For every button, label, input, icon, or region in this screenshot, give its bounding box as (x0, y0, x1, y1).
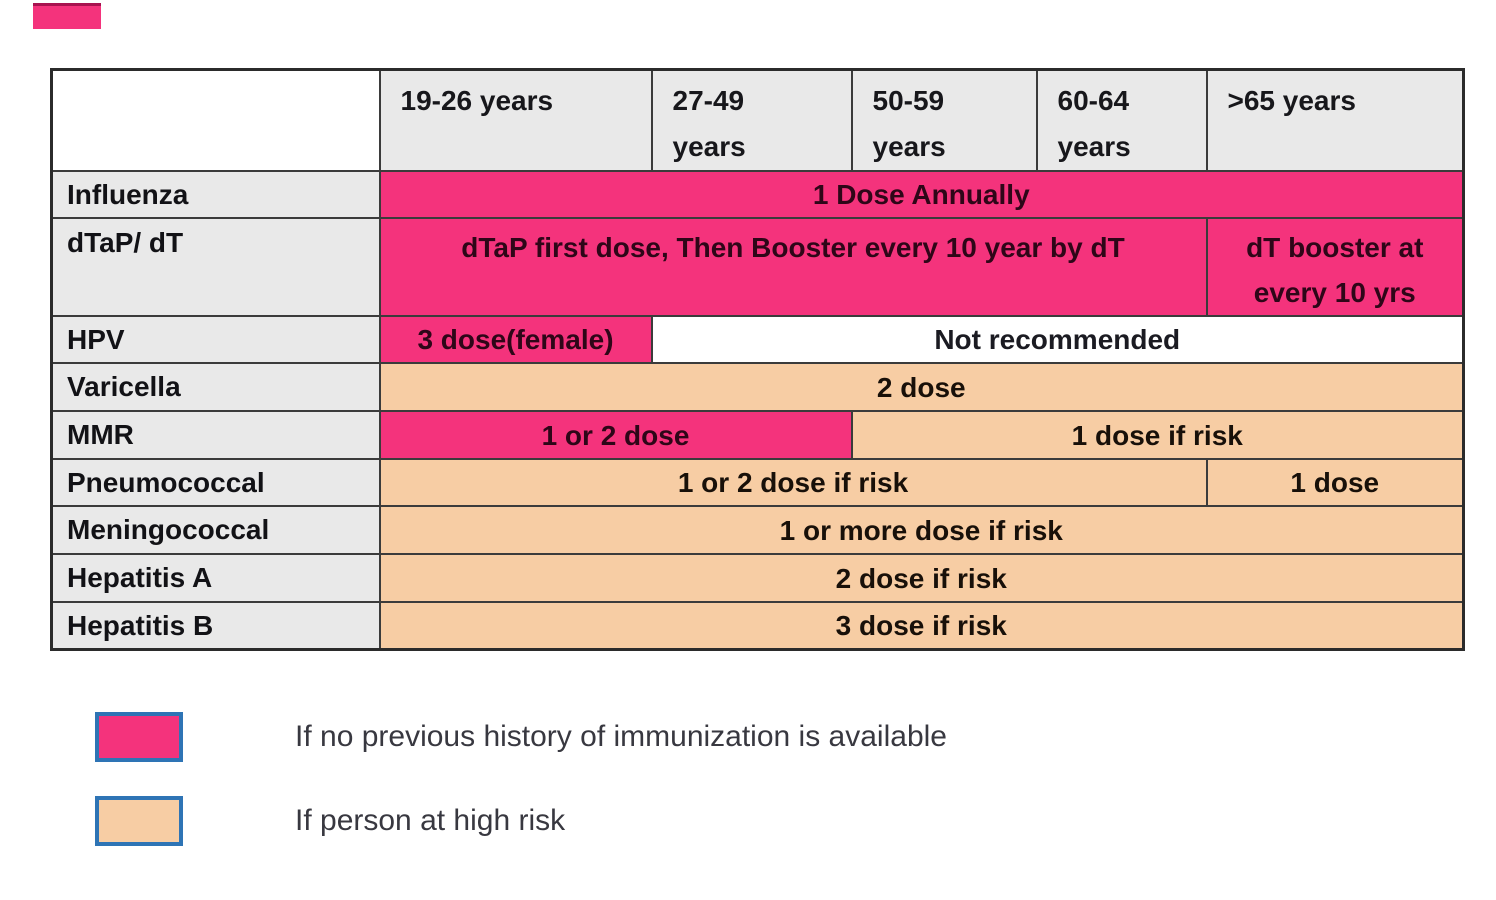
cropped-pink-mark (33, 3, 101, 29)
schedule-cell: dTaP first dose, Then Booster every 10 y… (378, 217, 1208, 317)
vaccine-label-cell: MMR (50, 410, 381, 460)
vaccine-label-cell: Hepatitis A (50, 553, 381, 603)
schedule-cell: 2 dose if risk (378, 553, 1465, 603)
table-header-row: 19-26 years 27-49 years 50-59 years 60-6… (50, 68, 1465, 172)
age-header-60-64: 60-64 years (1035, 68, 1208, 172)
vaccine-label-cell: Hepatitis B (50, 601, 381, 651)
schedule-cell: 2 dose (378, 362, 1465, 412)
vaccine-label-cell: HPV (50, 315, 381, 364)
schedule-cell: 3 dose if risk (378, 601, 1465, 651)
vaccine-label-cell: Influenza (50, 170, 381, 219)
legend-item-high-risk: If person at high risk (95, 796, 565, 846)
table-row-hepatitis-b: Hepatitis B 3 dose if risk (50, 601, 1465, 651)
age-header-label: 60-64 years (1057, 85, 1131, 162)
table-row-influenza: Influenza 1 Dose Annually (50, 170, 1465, 219)
age-header-50-59: 50-59 years (850, 68, 1038, 172)
age-header-label: >65 years (1227, 85, 1356, 116)
immunization-schedule-table: 19-26 years 27-49 years 50-59 years 60-6… (50, 68, 1465, 651)
age-header-label: 27-49 years (672, 85, 746, 162)
schedule-cell: dT booster at every 10 yrs (1205, 217, 1465, 317)
peach-swatch (95, 796, 183, 846)
table-row-meningococcal: Meningococcal 1 or more dose if risk (50, 505, 1465, 555)
age-header-65plus: >65 years (1205, 68, 1465, 172)
schedule-cell: 3 dose(female) (378, 315, 653, 364)
pink-swatch (95, 712, 183, 762)
schedule-cell: 1 dose (1205, 458, 1465, 507)
schedule-cell: 1 or 2 dose (378, 410, 853, 460)
table-row-hpv: HPV 3 dose(female) Not recommended (50, 315, 1465, 364)
legend-label: If no previous history of immunization i… (295, 720, 947, 753)
table-row-varicella: Varicella 2 dose (50, 362, 1465, 412)
empty-corner-cell (50, 68, 381, 172)
legend-item-no-history: If no previous history of immunization i… (95, 712, 947, 762)
legend-label: If person at high risk (295, 804, 566, 837)
vaccine-label-cell: Varicella (50, 362, 381, 412)
table-row-hepatitis-a: Hepatitis A 2 dose if risk (50, 553, 1465, 603)
age-header-27-49: 27-49 years (650, 68, 853, 172)
age-header-19-26: 19-26 years (378, 68, 653, 172)
schedule-cell: 1 or 2 dose if risk (378, 458, 1208, 507)
vaccine-label-cell: Meningococcal (50, 505, 381, 555)
table-row-dtap-dt: dTaP/ dT dTaP first dose, Then Booster e… (50, 217, 1465, 317)
schedule-cell: 1 or more dose if risk (378, 505, 1465, 555)
schedule-cell: Not recommended (650, 315, 1465, 364)
table-row-pneumococcal: Pneumococcal 1 or 2 dose if risk 1 dose (50, 458, 1465, 507)
vaccine-label-cell: dTaP/ dT (50, 217, 381, 317)
schedule-cell: 1 dose if risk (850, 410, 1465, 460)
vaccine-label-cell: Pneumococcal (50, 458, 381, 507)
table-row-mmr: MMR 1 or 2 dose 1 dose if risk (50, 410, 1465, 460)
schedule-cell: 1 Dose Annually (378, 170, 1465, 219)
age-header-label: 50-59 years (872, 85, 946, 162)
age-header-label: 19-26 years (400, 85, 554, 116)
